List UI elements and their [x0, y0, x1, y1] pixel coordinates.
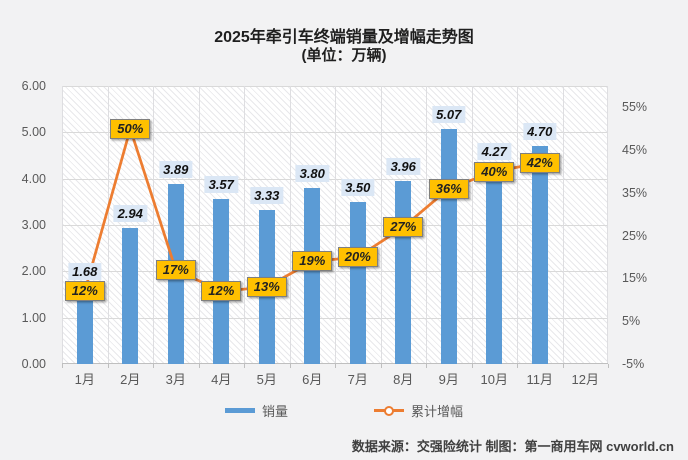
vgrid-line — [244, 86, 245, 364]
x-axis-tick-mark — [335, 364, 336, 368]
x-axis-tick-mark — [107, 364, 109, 368]
x-axis-tick-mark — [608, 364, 609, 368]
right-axis-tick-label: 55% — [622, 100, 648, 115]
x-axis-label: 6月 — [302, 372, 323, 387]
x-axis-label: 7月 — [347, 372, 368, 387]
x-axis-label: 3月 — [165, 372, 186, 387]
x-axis-tick-mark — [562, 364, 564, 368]
bar-value-label: 3.89 — [159, 160, 193, 178]
x-axis-tick-mark — [471, 364, 473, 368]
growth-point-label: 12% — [64, 281, 105, 302]
vgrid-line — [517, 86, 518, 364]
right-axis-tick-label: 15% — [622, 271, 648, 286]
bar-value-label: 3.57 — [204, 175, 238, 193]
bar-series-swatch-icon — [224, 408, 255, 413]
x-axis-label: 2月 — [120, 372, 141, 387]
vgrid-line — [471, 86, 473, 364]
x-axis-label: 8月 — [393, 372, 414, 387]
left-axis-tick-label: 0.00 — [21, 357, 46, 371]
right-axis-tick-label: 35% — [622, 185, 648, 200]
vgrid-line — [198, 86, 200, 364]
left-axis-tick-label: 3.00 — [21, 218, 46, 232]
x-axis-label: 4月 — [211, 372, 232, 387]
bar-value-label: 2.94 — [113, 204, 147, 222]
legend-item-sales: 销量 — [224, 401, 288, 420]
growth-point-label: 40% — [474, 161, 515, 182]
chart-title: 2025年牵引车终端销量及增幅走势图 — [214, 29, 474, 46]
chart-subtitle: (单位：万辆) — [301, 47, 387, 64]
vgrid-line — [62, 86, 63, 364]
growth-point-label: 12% — [201, 281, 242, 302]
growth-point-label: 27% — [383, 217, 424, 238]
vgrid-line — [426, 86, 427, 364]
x-axis-tick-mark — [289, 364, 291, 368]
x-axis-tick-mark — [62, 364, 63, 368]
right-axis-tick-label: 5% — [622, 314, 641, 329]
sales-bar — [304, 187, 321, 364]
legend-item-growth: 累计增幅 — [374, 401, 463, 420]
x-axis-label: 5月 — [256, 372, 277, 387]
growth-point-label: 50% — [110, 118, 151, 139]
vgrid-line — [607, 86, 608, 364]
vgrid-line — [335, 86, 336, 364]
x-axis-tick-mark — [244, 364, 245, 368]
x-axis-label: 11月 — [526, 372, 554, 387]
x-axis-label: 1月 — [74, 372, 95, 387]
bar-value-label: 1.68 — [68, 263, 102, 281]
legend-label-sales: 销量 — [261, 404, 288, 419]
legend-label-growth: 累计增幅 — [411, 404, 464, 419]
vgrid-line — [562, 86, 564, 364]
x-axis-label: 12月 — [571, 372, 599, 387]
bar-value-label: 5.07 — [432, 106, 466, 124]
line-series-swatch-icon — [374, 405, 404, 416]
x-axis-label: 9月 — [438, 372, 459, 387]
line-marker-dot-icon — [384, 405, 394, 416]
right-axis-tick-label: 45% — [622, 143, 648, 158]
growth-point-label: 36% — [428, 178, 469, 199]
x-axis-line — [62, 363, 608, 364]
growth-point-label: 17% — [155, 259, 196, 280]
vgrid-line — [153, 86, 154, 364]
plot-area: 1.68 2.94 3.89 3.57 3.33 3.80 3.50 3.96 5.07 4.27… — [62, 86, 608, 364]
x-axis-tick-mark — [426, 364, 427, 368]
sales-bar — [122, 227, 139, 364]
sales-bar — [531, 146, 548, 364]
bar-value-label: 3.50 — [341, 178, 375, 196]
x-axis-label: 10月 — [480, 372, 508, 387]
vgrid-line — [289, 86, 291, 364]
growth-point-label: 42% — [519, 152, 560, 173]
right-axis-tick-label: -5% — [622, 357, 645, 371]
bar-value-label: 4.27 — [477, 143, 511, 161]
sales-bar — [349, 201, 366, 364]
x-axis-tick-mark — [380, 364, 382, 368]
sales-bar — [486, 166, 503, 364]
left-axis-tick-label: 5.00 — [21, 125, 46, 140]
legend: 销量 累计增幅 — [0, 401, 688, 420]
right-axis-tick-label: 25% — [622, 228, 648, 243]
growth-point-label: 19% — [292, 251, 333, 272]
bar-value-label: 3.96 — [386, 157, 420, 175]
x-axis-tick-mark — [517, 364, 518, 368]
vgrid-line — [380, 86, 382, 364]
left-axis-tick-label: 1.00 — [21, 310, 46, 325]
sales-bar — [76, 286, 93, 364]
bar-value-label: 3.80 — [295, 164, 329, 182]
left-axis-tick-label: 4.00 — [21, 171, 46, 186]
bar-value-label: 4.70 — [523, 123, 557, 141]
source-note: 数据来源：交强险统计 制图：第一商用车网 cvworld.cn — [351, 439, 674, 454]
vgrid-line — [107, 86, 109, 364]
bar-value-label: 3.33 — [250, 186, 284, 204]
left-axis-tick-label: 6.00 — [21, 79, 46, 93]
x-axis-tick-mark — [198, 364, 200, 368]
left-axis-tick-label: 2.00 — [21, 264, 46, 279]
x-axis-tick-mark — [153, 364, 154, 368]
growth-point-label: 20% — [337, 247, 378, 268]
growth-point-label: 13% — [246, 277, 287, 297]
